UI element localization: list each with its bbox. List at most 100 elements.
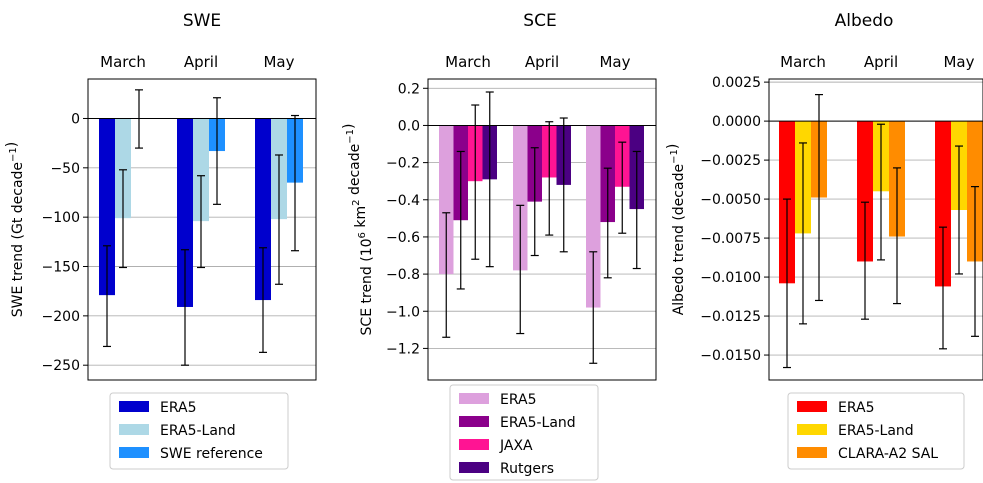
y-tick-label: −0.0125 bbox=[700, 309, 761, 325]
category-label: April bbox=[864, 53, 898, 71]
legend-label: ERA5-Land bbox=[160, 423, 236, 439]
y-tick-label: −50 bbox=[50, 161, 80, 177]
legend-label: SWE reference bbox=[160, 446, 263, 462]
error-bar bbox=[955, 145, 963, 275]
plot-frame bbox=[427, 78, 657, 381]
y-tick-label: −0.0050 bbox=[700, 192, 761, 208]
error-bar bbox=[442, 212, 451, 338]
error-bar bbox=[291, 114, 299, 252]
error-bar bbox=[530, 147, 539, 257]
category-label: March bbox=[100, 53, 146, 71]
error-bar bbox=[632, 150, 641, 270]
legend-label: ERA5-Land bbox=[838, 423, 914, 439]
category-label: April bbox=[525, 53, 559, 71]
error-bar bbox=[589, 251, 598, 364]
error-bar bbox=[103, 245, 111, 348]
category-label: May bbox=[599, 53, 630, 71]
bar bbox=[177, 118, 193, 307]
y-tick-label: −200 bbox=[42, 309, 80, 325]
legend-swatch bbox=[119, 447, 149, 458]
error-bar bbox=[559, 117, 568, 253]
chart-title: SWE bbox=[183, 11, 221, 31]
y-tick-label: −100 bbox=[42, 210, 80, 226]
y-axis-label: SCE trend (106 km2 decade−1) bbox=[341, 124, 375, 336]
error-bar bbox=[197, 175, 205, 269]
error-bar bbox=[971, 186, 979, 337]
legend-frame bbox=[449, 384, 599, 481]
error-bar bbox=[603, 167, 612, 279]
error-bar bbox=[181, 249, 189, 366]
legend-swatch bbox=[459, 462, 489, 473]
error-bar bbox=[119, 169, 127, 269]
error-bar bbox=[893, 167, 901, 305]
chart-albedo: Albedo March April May 0.0025 0.0000 −0.0025 −0… bbox=[665, 11, 983, 470]
y-axis-label: SWE trend (Gt decade−1) bbox=[4, 142, 26, 318]
legend-label: JAXA bbox=[499, 438, 533, 454]
error-bar bbox=[939, 226, 947, 350]
y-tick-label: 0.2 bbox=[398, 81, 420, 97]
legend-swatch bbox=[459, 439, 489, 450]
legend-swatch bbox=[797, 447, 827, 458]
bar bbox=[857, 121, 873, 262]
error-bar bbox=[861, 201, 869, 320]
y-tick-label: −0.0025 bbox=[700, 153, 761, 169]
error-bar bbox=[275, 154, 283, 285]
y-tick-label: −1.2 bbox=[386, 341, 420, 357]
legend-frame bbox=[109, 392, 289, 470]
bar bbox=[255, 118, 271, 301]
error-bar bbox=[516, 204, 525, 335]
legend-label: ERA5 bbox=[838, 400, 875, 416]
category-label: May bbox=[263, 53, 294, 71]
bar bbox=[439, 125, 454, 275]
error-bar bbox=[799, 142, 807, 325]
category-label: April bbox=[184, 53, 218, 71]
error-bar bbox=[259, 247, 267, 353]
chart-sce: SCE March April May 0.2 0.0 −0.2 −0.4 −0.6 −0.8 −1… bbox=[341, 11, 657, 481]
legend-frame bbox=[787, 392, 965, 470]
plot-frame bbox=[87, 78, 317, 381]
y-tick-label: 0.0025 bbox=[712, 75, 761, 91]
chart-swe: SWE March April May 0 −50 −100 −150 −200 −250 SWE … bbox=[4, 11, 317, 470]
error-bar bbox=[877, 123, 885, 261]
y-tick-label: −0.2 bbox=[386, 156, 420, 172]
y-tick-label: 0.0 bbox=[398, 118, 420, 134]
legend: ERA5 ERA5-Land JAXA Rutgers bbox=[449, 384, 599, 481]
bar bbox=[193, 118, 209, 222]
bar bbox=[935, 121, 951, 287]
category-label: March bbox=[780, 53, 826, 71]
error-bar bbox=[135, 89, 143, 149]
legend-label: Rutgers bbox=[500, 461, 554, 477]
legend: ERA5 ERA5-Land SWE reference bbox=[109, 392, 289, 470]
y-tick-label: 0.0000 bbox=[712, 114, 761, 130]
legend-label: ERA5-Land bbox=[500, 415, 576, 431]
plot-frame bbox=[768, 78, 983, 381]
y-tick-label: −0.0075 bbox=[700, 231, 761, 247]
legend-label: ERA5 bbox=[160, 400, 197, 416]
legend: ERA5 ERA5-Land CLARA-A2 SAL bbox=[787, 392, 965, 470]
legend-label: ERA5 bbox=[500, 392, 537, 408]
error-bar bbox=[456, 150, 465, 290]
legend-swatch bbox=[797, 424, 827, 435]
bar bbox=[513, 125, 528, 271]
y-tick-label: −0.0150 bbox=[700, 348, 761, 364]
y-tick-label: −250 bbox=[42, 358, 80, 374]
y-axis-label: Albedo trend (decade−1) bbox=[665, 144, 687, 316]
legend-label: CLARA-A2 SAL bbox=[838, 446, 938, 462]
legend-swatch bbox=[797, 401, 827, 412]
y-tick-label: 0 bbox=[71, 111, 80, 127]
error-bar bbox=[618, 141, 627, 234]
y-tick-label: −1.0 bbox=[386, 304, 420, 320]
bar bbox=[99, 118, 115, 296]
category-label: March bbox=[445, 53, 491, 71]
y-tick-label: −150 bbox=[42, 260, 80, 276]
y-tick-label: −0.6 bbox=[386, 230, 420, 246]
bar bbox=[115, 118, 131, 219]
bar bbox=[586, 125, 601, 308]
chart-title: Albedo bbox=[835, 11, 894, 31]
chart-title: SCE bbox=[523, 11, 556, 31]
legend-swatch bbox=[119, 401, 149, 412]
error-bar bbox=[213, 97, 221, 205]
category-label: May bbox=[943, 53, 974, 71]
y-tick-label: −0.8 bbox=[386, 267, 420, 283]
